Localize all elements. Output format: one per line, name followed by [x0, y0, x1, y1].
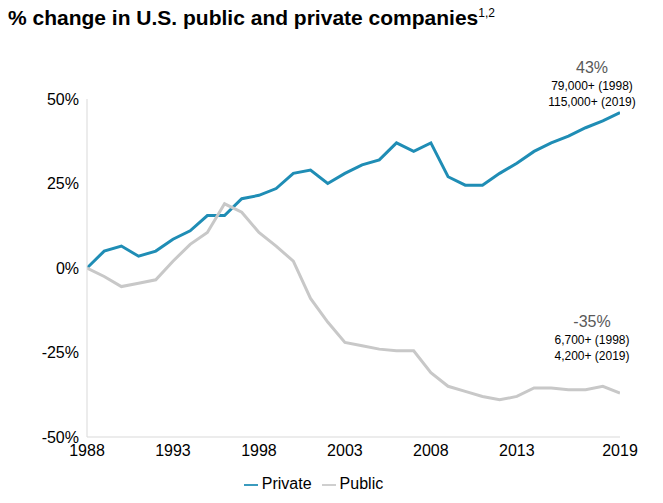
html-text:Public: Public — [339, 475, 384, 492]
svg-text:2019: 2019 — [602, 442, 638, 459]
html-text:43%: 43% — [576, 59, 608, 76]
html-text:Private: Private — [261, 475, 312, 492]
html-text:4,200+ (2019): 4,200+ (2019) — [554, 349, 630, 363]
svg-text:1998: 1998 — [241, 442, 277, 459]
svg-text:1988: 1988 — [69, 442, 105, 460]
svg-text:25%: 25% — [47, 175, 79, 192]
svg-text:-50%: -50% — [42, 429, 79, 446]
html-text:% change in U.S. public and pr: % change in U.S. public and private comp… — [8, 6, 495, 29]
svg-text:2008: 2008 — [413, 442, 449, 459]
html-text:-35%: -35% — [573, 313, 611, 330]
svg-text:-25%: -25% — [42, 344, 79, 361]
svg-text:50%: 50% — [47, 91, 79, 108]
svg-text:1993: 1993 — [155, 442, 191, 459]
svg-text:2013: 2013 — [499, 442, 535, 459]
svg-text:0%: 0% — [56, 260, 79, 277]
html-text:6,700+ (1998): 6,700+ (1998) — [554, 333, 630, 347]
html-text:115,000+ (2019): 115,000+ (2019) — [548, 95, 636, 109]
svg-text:2003: 2003 — [327, 442, 363, 459]
html-text:79,000+ (1998): 79,000+ (1998) — [551, 79, 633, 93]
